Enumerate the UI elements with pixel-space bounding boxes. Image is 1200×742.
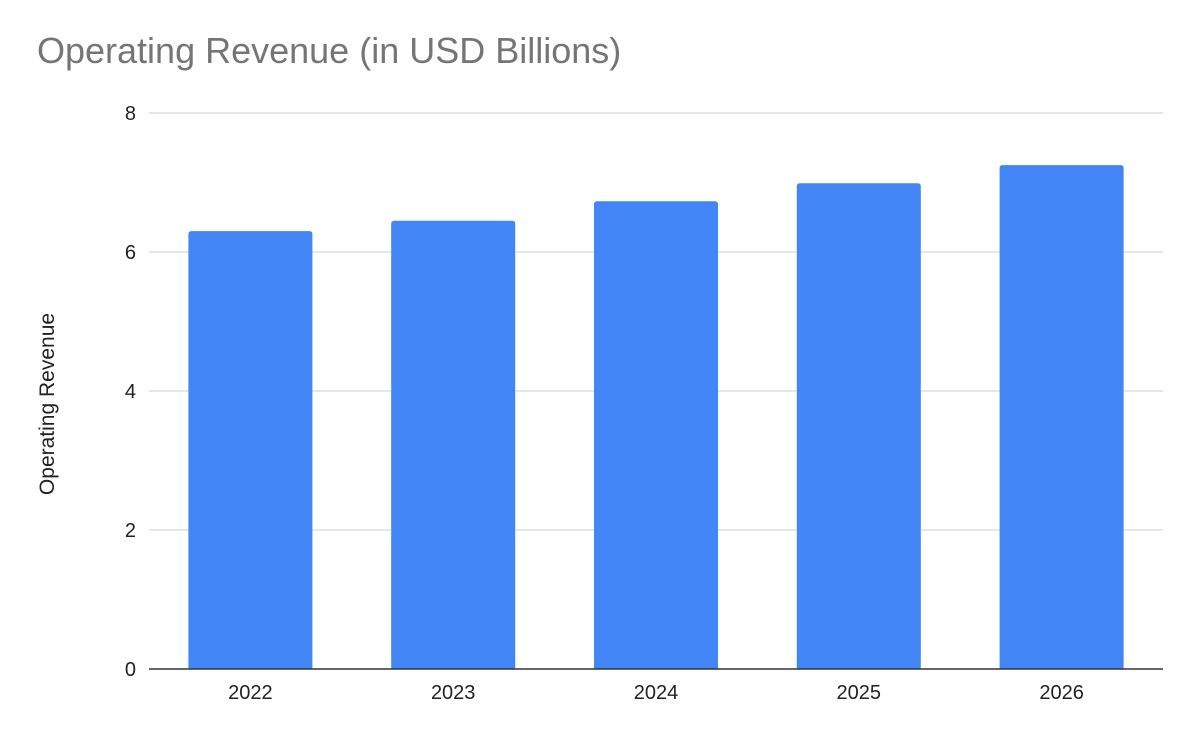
bar-2026 [999,165,1124,669]
x-tick-label: 2024 [634,682,679,704]
bar-2022 [188,231,313,669]
y-tick-label: 6 [125,242,136,264]
bar-2025 [796,183,921,669]
y-tick-label: 4 [125,381,136,403]
y-tick-label: 8 [125,103,136,125]
chart-title: Operating Revenue (in USD Billions) [37,30,622,71]
x-tick-label: 2025 [837,682,882,704]
x-tick-label: 2026 [1039,682,1084,704]
bar-2024 [594,201,718,669]
x-tick-label: 2022 [228,682,273,704]
x-tick-label: 2023 [431,682,476,704]
bar-2023 [391,220,516,669]
y-tick-label: 2 [125,520,136,542]
y-tick-label: 0 [125,659,136,681]
